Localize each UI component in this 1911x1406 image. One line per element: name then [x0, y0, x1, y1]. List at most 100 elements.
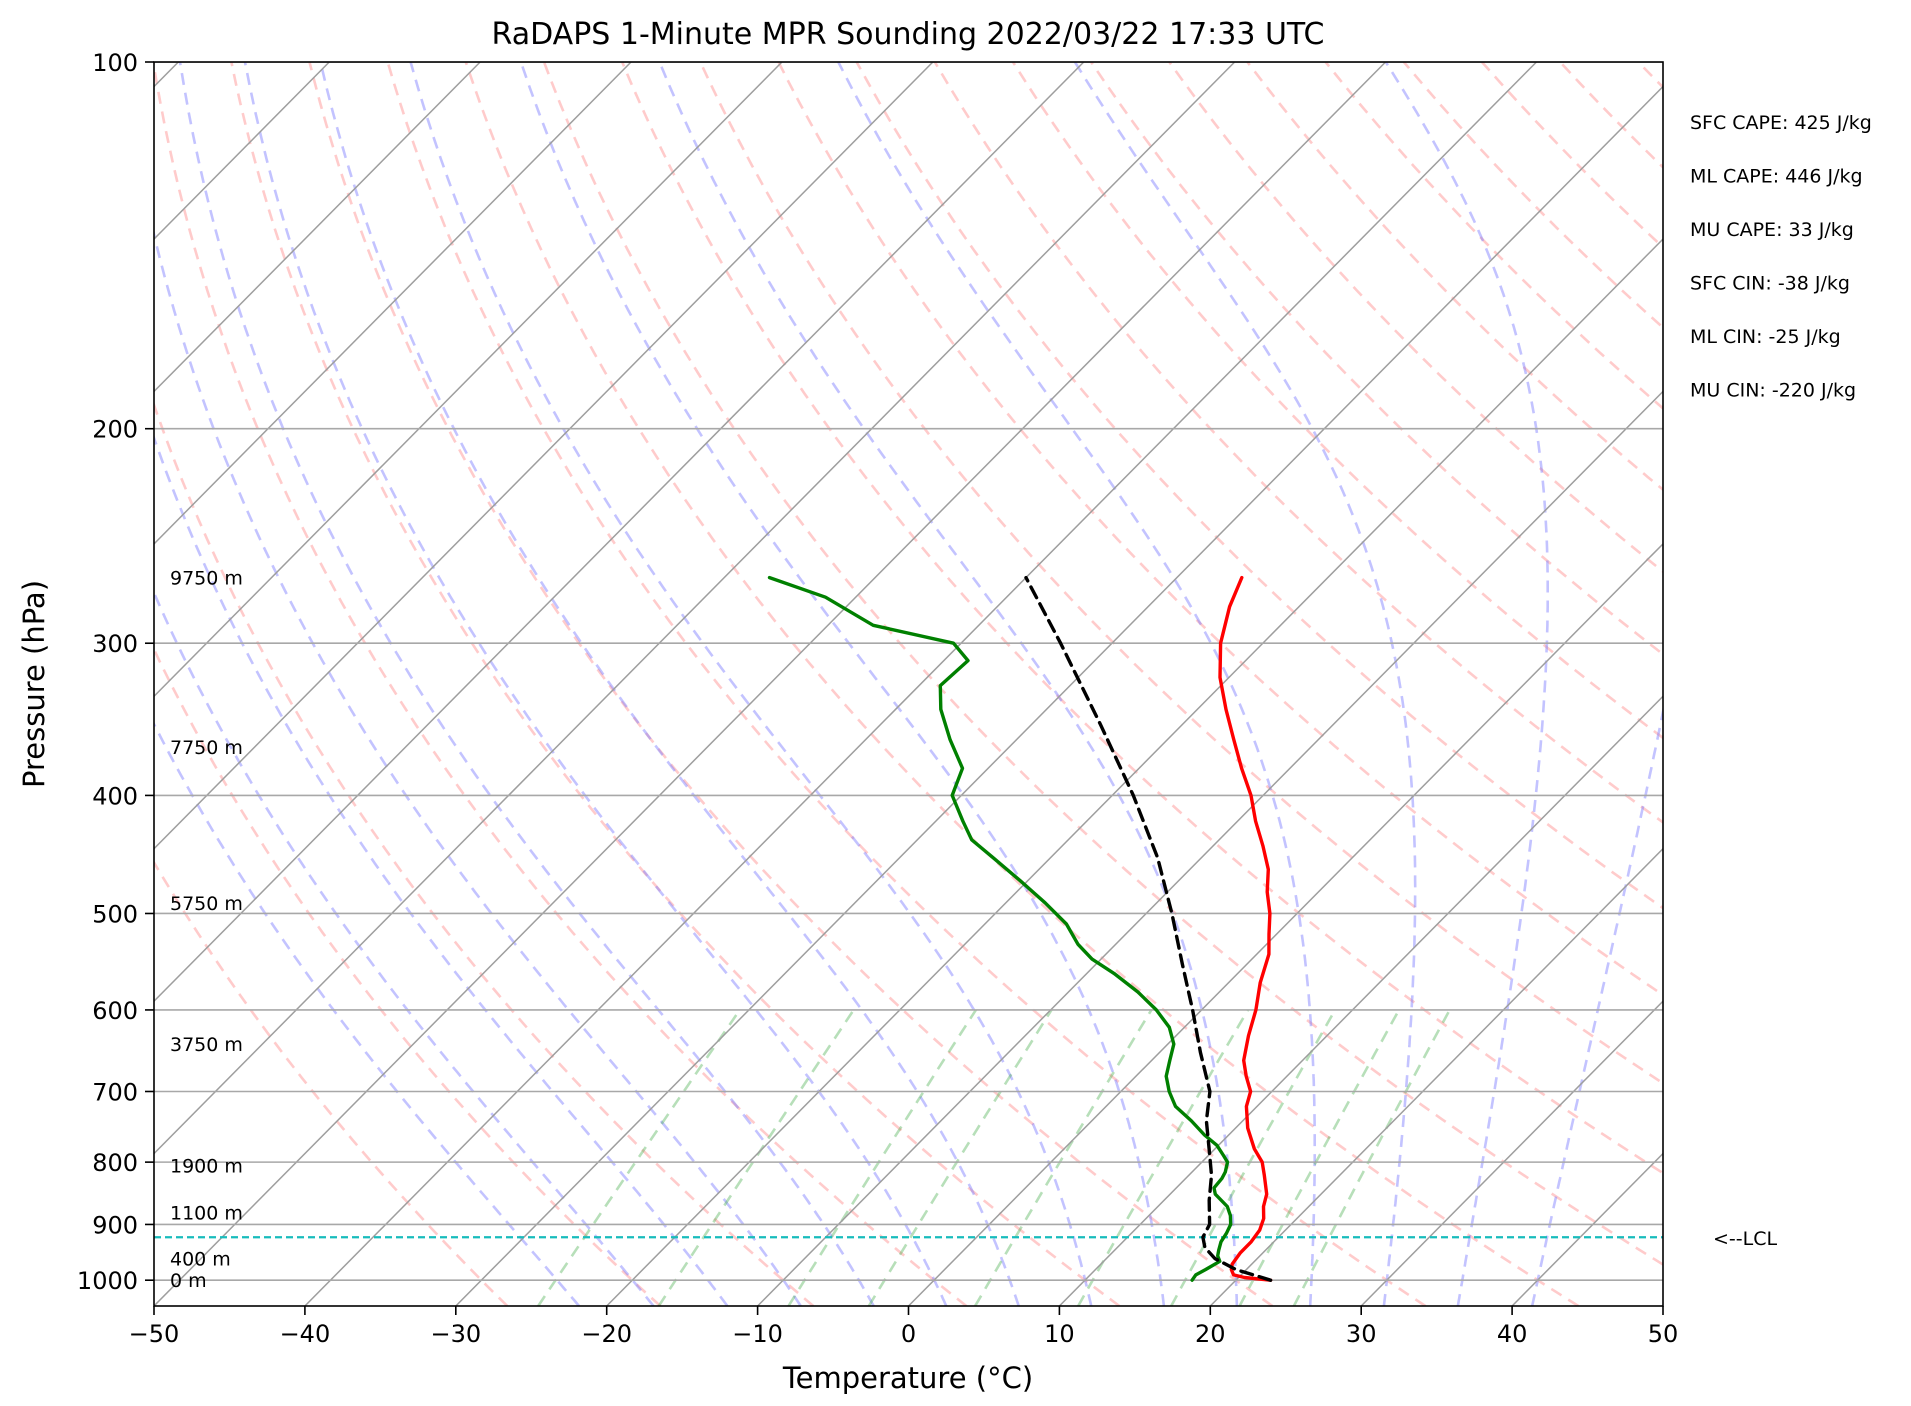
moist-adiabat: [319, 62, 1020, 1306]
background-lines: [154, 62, 1911, 1306]
dry-adiabat: [464, 62, 1580, 1306]
dry-adiabat: [1324, 62, 1663, 411]
lcl-label: <--LCL: [1713, 1228, 1777, 1250]
parcel-line: [1024, 575, 1273, 1282]
x-tick-label: 10: [1044, 1320, 1075, 1348]
dry-adiabat: [621, 62, 1663, 1175]
dry-adiabat: [855, 62, 1663, 910]
isotherm: [1360, 1000, 1663, 1306]
mixing-ratio-line: [1292, 1009, 1451, 1306]
height-label: 0 m: [170, 1270, 207, 1292]
dry-adiabat: [699, 62, 1663, 1085]
mixing-ratio-line: [1077, 1009, 1250, 1306]
isotherm: [1662, 1304, 1663, 1306]
dewpoint-line: [767, 575, 1233, 1282]
isotherm: [907, 542, 1663, 1306]
dry-adiabat: [1090, 62, 1663, 656]
mixing-ratio-line: [1170, 1009, 1337, 1306]
dry-adiabat: [1402, 62, 1663, 330]
dry-adiabat: [1011, 62, 1663, 740]
x-tick-label: 0: [901, 1320, 916, 1348]
isotherm: [154, 62, 632, 545]
stability-index: SFC CAPE: 425 J/kg: [1690, 112, 1872, 134]
moist-adiabat: [658, 62, 1239, 1306]
dry-adiabat: [1168, 62, 1663, 574]
mixing-ratio-line: [867, 1009, 1053, 1306]
isotherm: [154, 62, 934, 850]
isotherm: [1058, 695, 1663, 1306]
x-tick-label: −10: [732, 1320, 783, 1348]
x-tick-label: −40: [280, 1320, 331, 1348]
y-tick-label: 800: [92, 1149, 138, 1177]
height-label: 5750 m: [170, 893, 243, 915]
dry-adiabat: [308, 62, 1274, 1306]
y-tick-label: 900: [92, 1211, 138, 1239]
height-label: 1900 m: [170, 1155, 243, 1177]
moist-adiabat: [837, 62, 1316, 1306]
data-series: [767, 575, 1273, 1282]
isotherm: [1209, 847, 1663, 1306]
stability-index: MU CIN: -220 J/kg: [1690, 380, 1856, 402]
dry-adiabat: [777, 62, 1663, 997]
isotherm: [154, 62, 1236, 1155]
dry-adiabat: [1559, 62, 1663, 170]
height-label: 3750 m: [170, 1034, 243, 1056]
y-tick-label: 1000: [77, 1267, 138, 1295]
plot-frame: [153, 61, 1664, 1307]
stability-index: MU CAPE: 33 J/kg: [1690, 219, 1854, 241]
isotherm: [154, 62, 783, 698]
isotherm: [154, 62, 481, 393]
dry-adiabat: [1795, 62, 1911, 1306]
temperature-line: [1218, 575, 1273, 1282]
mixing-ratio-line: [657, 1009, 855, 1306]
mixing-ratio-line: [1238, 1009, 1401, 1306]
x-tick-label: 40: [1497, 1320, 1528, 1348]
dry-adiabat: [154, 859, 509, 1306]
x-axis-label: Temperature (°C): [782, 1361, 1033, 1395]
chart-title: RaDAPS 1-Minute MPR Sounding 2022/03/22 …: [492, 17, 1325, 52]
moist-adiabat: [1073, 62, 1417, 1306]
dry-adiabat: [1716, 62, 1911, 1306]
moist-adiabat: [154, 434, 729, 1306]
y-tick-label: 600: [92, 997, 138, 1025]
x-tick-label: −30: [430, 1320, 481, 1348]
annotations: 9750 m 7750 m 5750 m 3750 m 1900 m 1100 m 400 …: [170, 112, 1872, 1292]
dry-adiabat: [933, 62, 1663, 824]
moist-adiabat: [178, 62, 875, 1306]
x-tick-label: 20: [1195, 1320, 1226, 1348]
y-tick-label: 500: [92, 900, 138, 928]
dry-adiabat: [542, 62, 1663, 1267]
dry-adiabat: [154, 400, 815, 1306]
y-tick-label: 300: [92, 630, 138, 658]
isotherm: [154, 62, 1085, 1003]
moist-adiabat: [409, 62, 1093, 1306]
moist-adiabat: [1384, 62, 1549, 1306]
y-tick-label: 100: [92, 49, 138, 77]
y-tick-label: 400: [92, 782, 138, 810]
dry-adiabat: [1873, 62, 1911, 1306]
isotherm: [154, 62, 1387, 1306]
dry-adiabat: [1246, 62, 1663, 492]
isotherm: [455, 85, 1663, 1306]
dry-adiabat: [154, 62, 968, 1306]
stability-index: ML CIN: -25 J/kg: [1690, 326, 1841, 348]
moist-adiabat: [1530, 705, 1663, 1306]
dry-adiabat: [230, 62, 1121, 1306]
mixing-ratio-line: [973, 1009, 1153, 1306]
x-tick-label: 30: [1346, 1320, 1377, 1348]
height-label: 7750 m: [170, 737, 243, 759]
stability-index: ML CAPE: 446 J/kg: [1690, 166, 1863, 188]
mixing-ratio-line: [537, 1009, 741, 1306]
y-tick-label: 200: [92, 416, 138, 444]
axis-ticks: −50 −40 −30 −20 −10 0 10 20 30 40 50 100 200 300 400 50…: [77, 49, 1678, 1348]
y-axis-label: Pressure (hPa): [17, 580, 51, 788]
stability-index: SFC CIN: -38 J/kg: [1690, 273, 1850, 295]
dry-adiabat: [386, 62, 1427, 1306]
moist-adiabat: [154, 721, 581, 1306]
moist-adiabat: [154, 228, 802, 1306]
height-label: 1100 m: [170, 1203, 243, 1225]
mixing-ratio-line: [787, 1009, 977, 1306]
y-tick-label: 700: [92, 1078, 138, 1106]
